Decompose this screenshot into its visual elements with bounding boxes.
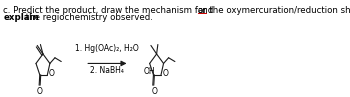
Text: 2. NaBH₄: 2. NaBH₄	[90, 66, 124, 75]
Text: O: O	[152, 87, 158, 96]
Text: explain: explain	[3, 13, 39, 22]
Text: the regiochemistry observed.: the regiochemistry observed.	[23, 13, 153, 22]
Text: O: O	[49, 69, 55, 78]
Text: c. Predict the product, draw the mechanism for the oxymercuration/reduction show: c. Predict the product, draw the mechani…	[3, 6, 350, 15]
Text: and: and	[198, 6, 214, 15]
Text: 1. Hg(OAc)₂, H₂O: 1. Hg(OAc)₂, H₂O	[76, 44, 139, 53]
Text: OH: OH	[143, 67, 155, 76]
Text: O: O	[36, 87, 42, 96]
Text: O: O	[162, 69, 168, 78]
